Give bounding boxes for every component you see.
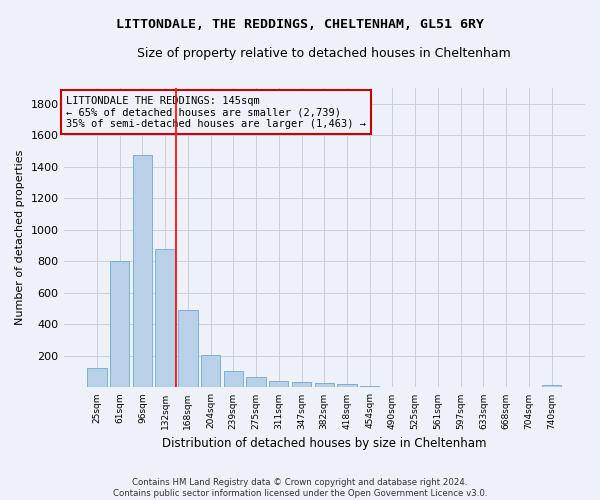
X-axis label: Distribution of detached houses by size in Cheltenham: Distribution of detached houses by size … <box>162 437 487 450</box>
Bar <box>87 368 107 388</box>
Bar <box>247 377 266 388</box>
Bar <box>224 371 243 388</box>
Text: LITTONDALE THE REDDINGS: 145sqm
← 65% of detached houses are smaller (2,739)
35%: LITTONDALE THE REDDINGS: 145sqm ← 65% of… <box>66 96 366 128</box>
Bar <box>201 355 220 388</box>
Bar <box>383 386 402 388</box>
Bar <box>155 249 175 388</box>
Text: LITTONDALE, THE REDDINGS, CHELTENHAM, GL51 6RY: LITTONDALE, THE REDDINGS, CHELTENHAM, GL… <box>116 18 484 30</box>
Bar <box>178 310 197 388</box>
Bar <box>314 384 334 388</box>
Bar <box>337 384 356 388</box>
Bar <box>542 385 561 388</box>
Bar <box>292 382 311 388</box>
Text: Contains HM Land Registry data © Crown copyright and database right 2024.
Contai: Contains HM Land Registry data © Crown c… <box>113 478 487 498</box>
Bar <box>360 386 379 388</box>
Bar <box>133 155 152 388</box>
Bar <box>110 262 130 388</box>
Y-axis label: Number of detached properties: Number of detached properties <box>15 150 25 326</box>
Title: Size of property relative to detached houses in Cheltenham: Size of property relative to detached ho… <box>137 48 511 60</box>
Bar <box>269 381 289 388</box>
